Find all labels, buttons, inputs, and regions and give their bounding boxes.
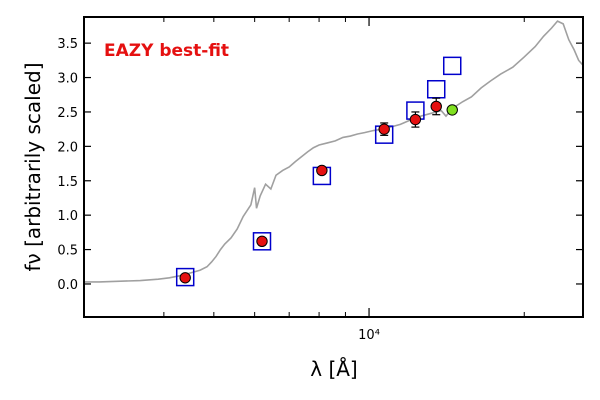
- observed-flux-point: [179, 272, 191, 284]
- extra-flux-point: [446, 104, 458, 116]
- y-tick-label: 0.0: [57, 278, 78, 293]
- y-tick-label: 3.5: [57, 37, 78, 52]
- x-tick-label: 10⁴: [358, 328, 380, 343]
- x-axis-label: λ [Å]: [310, 357, 357, 381]
- y-axis-label: fν [arbitrarily scaled]: [21, 63, 45, 272]
- observed-flux-point: [378, 123, 390, 135]
- plot-frame: [83, 16, 584, 318]
- y-tick-label: 1.0: [57, 209, 78, 224]
- best-fit-curve-layer: [84, 20, 583, 283]
- tick-layer: 0.0 0.5 1.0 1.5 2.0 2.5 3.0 3.5 10⁴: [57, 17, 583, 343]
- legend-annotation: EAZY best-fit: [104, 41, 229, 61]
- model-flux-square: [442, 56, 462, 76]
- best-fit-sed-line: [84, 20, 583, 283]
- observed-flux-point: [316, 164, 328, 177]
- observed-flux-point: [430, 100, 442, 113]
- marker-layer: [175, 56, 462, 287]
- y-tick-label: 1.5: [57, 175, 78, 190]
- observed-flux-point: [256, 235, 268, 248]
- model-flux-square: [252, 232, 272, 251]
- y-tick-label: 0.5: [57, 244, 78, 259]
- model-flux-square: [175, 267, 195, 287]
- observed-flux-point: [409, 113, 422, 126]
- y-tick-label: 2.5: [57, 106, 78, 121]
- y-tick-label: 3.0: [57, 72, 78, 87]
- y-tick-label: 2.0: [57, 140, 78, 155]
- model-flux-square: [426, 79, 446, 99]
